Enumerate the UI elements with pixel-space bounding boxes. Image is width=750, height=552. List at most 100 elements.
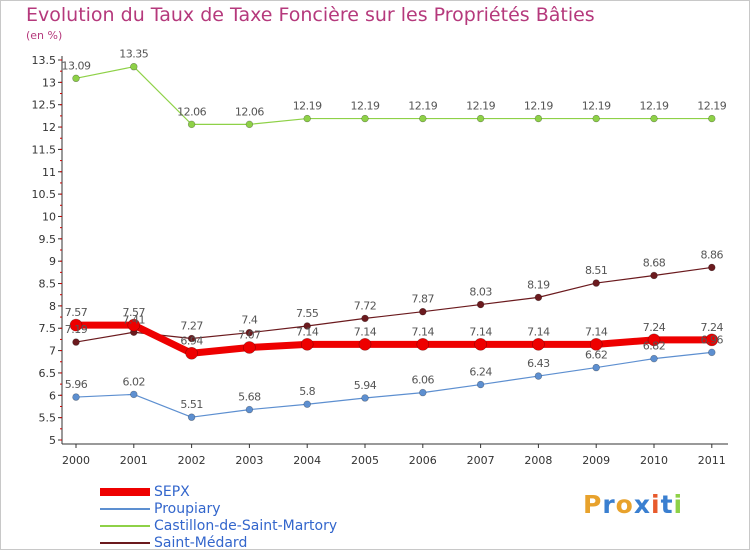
x-tick-label-2009: 2009 bbox=[582, 454, 610, 467]
y-tick-label-9: 9.5 bbox=[39, 233, 57, 246]
data-label-sepx-2000: 7.57 bbox=[65, 306, 88, 319]
point-castillon-de-saint-martory-2001 bbox=[130, 63, 138, 71]
point-castillon-de-saint-martory-2008 bbox=[534, 114, 543, 123]
point-saint-m-dard-2003 bbox=[245, 329, 254, 337]
legend-swatch-proupiary bbox=[100, 508, 150, 510]
point-proupiary-2006 bbox=[419, 388, 427, 397]
y-tick-label-10: 10 bbox=[42, 210, 56, 223]
point-castillon-de-saint-martory-2009 bbox=[592, 114, 600, 123]
data-label-proupiary-2006: 6.06 bbox=[412, 374, 435, 387]
point-saint-m-dard-2002 bbox=[187, 334, 196, 343]
data-label-proupiary-2009: 6.62 bbox=[585, 349, 608, 362]
y-tick-label-8: 9 bbox=[49, 255, 56, 268]
point-saint-m-dard-2004 bbox=[303, 322, 311, 330]
x-tick-label-2010: 2010 bbox=[640, 454, 668, 467]
series-line-proupiary bbox=[75, 351, 712, 418]
point-saint-m-dard-2005 bbox=[361, 314, 369, 323]
x-tick-label-2011: 2011 bbox=[698, 454, 726, 467]
point-sepx-2000 bbox=[69, 318, 83, 332]
data-label-sepx-2011: 7.24 bbox=[701, 321, 724, 334]
data-label-proupiary-2001: 6.02 bbox=[123, 375, 146, 388]
data-label-sepx-2006: 7.14 bbox=[412, 325, 435, 338]
logo-letter: t bbox=[660, 490, 674, 519]
series-line-castillon-de-saint-martory bbox=[75, 66, 712, 125]
point-saint-m-dard-2007 bbox=[476, 300, 485, 309]
y-tick-label-7: 8.5 bbox=[39, 278, 57, 291]
y-tick-label-11: 10.5 bbox=[32, 188, 57, 201]
data-label-sepx-2002: 6.94 bbox=[180, 334, 203, 347]
point-castillon-de-saint-martory-2007 bbox=[476, 114, 485, 123]
logo-letter: i bbox=[673, 490, 684, 519]
y-tick-label-3: 6.5 bbox=[39, 367, 57, 380]
data-label-saint-m-dard-2008: 8.19 bbox=[527, 278, 550, 291]
data-label-castillon-de-saint-martory-2004: 12.19 bbox=[293, 100, 322, 113]
y-tick-label-14: 12 bbox=[42, 121, 56, 134]
point-sepx-2003 bbox=[243, 341, 256, 354]
series-line-sepx bbox=[76, 321, 712, 357]
data-label-sepx-2001: 7.57 bbox=[123, 306, 146, 319]
x-tick-label-2006: 2006 bbox=[409, 454, 437, 467]
x-tick-label-2001: 2001 bbox=[120, 454, 148, 467]
data-label-castillon-de-saint-martory-2003: 12.06 bbox=[235, 105, 264, 118]
point-saint-m-dard-2008 bbox=[534, 293, 543, 302]
legend-swatch-saint-m-dard bbox=[100, 542, 150, 544]
point-sepx-2002 bbox=[185, 346, 198, 360]
data-label-saint-m-dard-2001: 7.41 bbox=[123, 313, 146, 326]
y-tick-label-1: 5.5 bbox=[39, 412, 57, 425]
point-sepx-2005 bbox=[358, 338, 372, 351]
x-tick-label-2005: 2005 bbox=[351, 454, 379, 467]
point-proupiary-2000 bbox=[72, 393, 80, 401]
point-proupiary-2010 bbox=[650, 354, 658, 363]
x-tick-label-2000: 2000 bbox=[62, 454, 90, 467]
logo-letter: o bbox=[615, 490, 634, 519]
proxiti-logo: Proxiti bbox=[583, 490, 683, 519]
point-proupiary-2011 bbox=[708, 348, 716, 357]
data-label-castillon-de-saint-martory-2005: 12.19 bbox=[351, 100, 380, 113]
point-castillon-de-saint-martory-2000 bbox=[72, 74, 80, 83]
point-proupiary-2005 bbox=[361, 394, 369, 402]
data-label-saint-m-dard-2011: 8.86 bbox=[701, 248, 724, 261]
data-label-sepx-2005: 7.14 bbox=[354, 325, 377, 338]
y-tick-label-13: 11.5 bbox=[32, 143, 57, 156]
data-label-castillon-de-saint-martory-2006: 12.19 bbox=[408, 100, 437, 113]
legend-label-castillon-de-saint-martory: Castillon-de-Saint-Martory bbox=[154, 518, 338, 534]
data-label-castillon-de-saint-martory-2001: 13.35 bbox=[119, 48, 148, 61]
point-castillon-de-saint-martory-2003 bbox=[245, 120, 254, 129]
data-label-castillon-de-saint-martory-2002: 12.06 bbox=[177, 105, 206, 118]
data-label-saint-m-dard-2010: 8.68 bbox=[643, 256, 666, 269]
data-label-proupiary-2004: 5.8 bbox=[299, 385, 315, 398]
x-tick-label-2004: 2004 bbox=[293, 454, 321, 467]
point-sepx-2006 bbox=[416, 338, 430, 351]
chart-title: Evolution du Taux de Taxe Foncière sur l… bbox=[26, 4, 595, 26]
x-tick-label-2008: 2008 bbox=[524, 454, 552, 467]
y-tick-label-6: 8 bbox=[49, 300, 56, 313]
legend-swatch-castillon-de-saint-martory bbox=[100, 525, 150, 527]
logo-letter: r bbox=[602, 490, 616, 519]
y-tick-label-0: 5 bbox=[49, 434, 56, 447]
data-label-sepx-2010: 7.24 bbox=[643, 321, 666, 334]
data-label-proupiary-2011: 6.96 bbox=[701, 333, 724, 346]
data-label-castillon-de-saint-martory-2010: 12.19 bbox=[640, 100, 669, 113]
y-tick-label-15: 12.5 bbox=[32, 99, 57, 112]
point-castillon-de-saint-martory-2002 bbox=[187, 120, 196, 129]
point-sepx-2008 bbox=[532, 338, 545, 351]
data-label-proupiary-2005: 5.94 bbox=[354, 379, 377, 392]
data-label-sepx-2007: 7.14 bbox=[469, 325, 492, 338]
point-castillon-de-saint-martory-2004 bbox=[303, 114, 311, 123]
series-line-saint-m-dard bbox=[75, 266, 712, 343]
data-label-castillon-de-saint-martory-2000: 13.09 bbox=[62, 59, 91, 72]
data-label-proupiary-2003: 5.68 bbox=[238, 391, 261, 404]
point-castillon-de-saint-martory-2005 bbox=[361, 114, 369, 123]
point-sepx-2007 bbox=[474, 338, 487, 351]
legend-label-sepx: SEPX bbox=[154, 484, 190, 500]
data-label-saint-m-dard-2007: 8.03 bbox=[469, 286, 492, 299]
legend-label-proupiary: Proupiary bbox=[154, 501, 221, 517]
point-saint-m-dard-2010 bbox=[650, 271, 658, 280]
data-label-saint-m-dard-2003: 7.4 bbox=[241, 314, 257, 327]
data-label-proupiary-2007: 6.24 bbox=[469, 366, 492, 379]
data-label-sepx-2008: 7.14 bbox=[527, 325, 550, 338]
point-sepx-2010 bbox=[647, 333, 661, 347]
x-tick-label-2007: 2007 bbox=[467, 454, 495, 467]
point-proupiary-2007 bbox=[476, 380, 485, 389]
